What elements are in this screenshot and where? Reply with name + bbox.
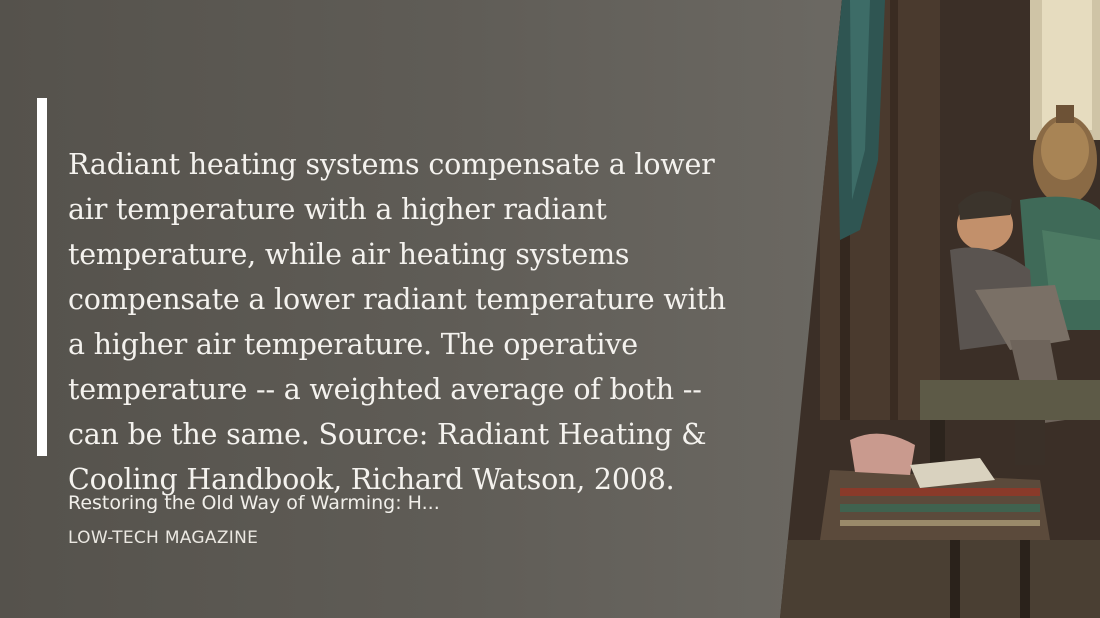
painting-image bbox=[780, 0, 1100, 618]
article-title[interactable]: Restoring the Old Way of Warming: H... bbox=[68, 492, 440, 514]
quote-text: Radiant heating systems compensate a low… bbox=[68, 148, 726, 496]
site-name[interactable]: LOW-TECH MAGAZINE bbox=[68, 528, 259, 548]
quote-bar bbox=[37, 98, 47, 456]
painting-illustration bbox=[780, 0, 1100, 618]
